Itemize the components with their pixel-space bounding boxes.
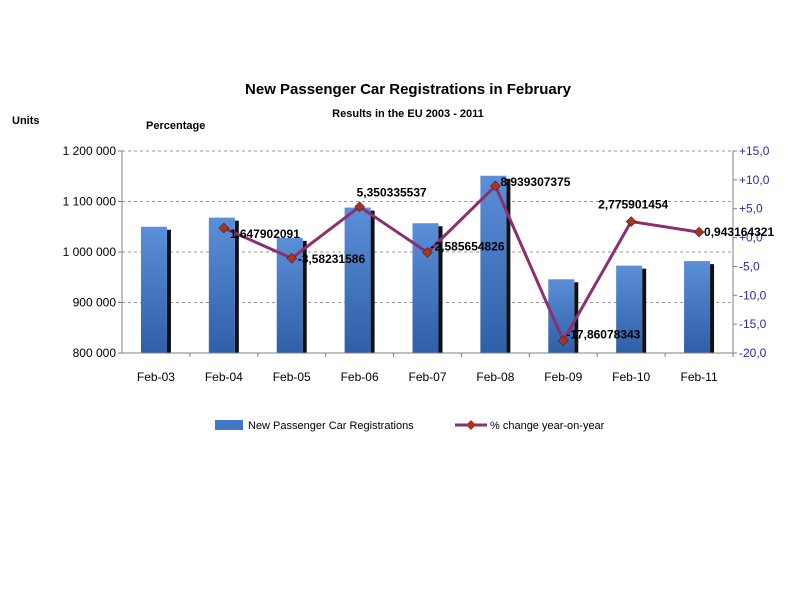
line-marker-Feb-11 bbox=[693, 226, 705, 238]
data-label-Feb-11: 0,943164321 bbox=[704, 225, 774, 239]
left-tick-label: 1 200 000 bbox=[63, 144, 117, 158]
line-marker-Feb-08 bbox=[490, 180, 501, 192]
x-tick-label: Feb-04 bbox=[205, 370, 243, 384]
bar-shadow bbox=[370, 210, 375, 353]
line-marker-Feb-09 bbox=[557, 335, 569, 346]
x-tick-label: Feb-11 bbox=[680, 370, 717, 384]
line-marker-Feb-06 bbox=[354, 201, 365, 212]
legend-bar-label: New Passenger Car Registrations bbox=[248, 420, 414, 432]
right-tick-label: +10,0 bbox=[739, 173, 770, 187]
x-axis-ticks: Feb-03 Feb-04 Feb-05 Feb-06 Feb-07 Feb-08 Feb-… bbox=[137, 353, 734, 384]
left-tick-label: 800 000 bbox=[73, 346, 117, 360]
left-axis-ticks: 800 000 900 000 1 000 000 1 100 000 1 200 00… bbox=[63, 144, 122, 360]
right-tick-label: -5,0 bbox=[739, 259, 760, 273]
right-tick-label: +0,0 bbox=[739, 231, 763, 245]
x-tick-label: Feb-05 bbox=[273, 370, 311, 384]
line-marker-Feb-10 bbox=[625, 216, 637, 227]
bar-shadow bbox=[166, 229, 171, 353]
data-label-Feb-05: -3,58231586 bbox=[298, 252, 366, 266]
left-tick-label: 900 000 bbox=[73, 296, 117, 310]
line-path bbox=[223, 184, 700, 343]
left-axis-unit: Units bbox=[12, 115, 40, 127]
data-label-Feb-09: -17,86078343 bbox=[566, 328, 640, 342]
bar-Feb-04 bbox=[208, 217, 235, 353]
left-tick-label: 1 100 000 bbox=[63, 195, 117, 209]
left-tick-label: 1 000 000 bbox=[63, 245, 117, 259]
bar-shadow bbox=[302, 240, 307, 353]
data-label-Feb-07: -2,585654826 bbox=[431, 239, 505, 253]
legend-bar-swatch bbox=[215, 420, 243, 430]
data-labels: 1,647902091 -3,58231586 5,350335537 -2,5856… bbox=[230, 175, 775, 342]
line-marker-Feb-05 bbox=[286, 252, 298, 264]
bar-Feb-08 bbox=[480, 175, 507, 353]
bar-shadow bbox=[234, 220, 239, 353]
x-tick-label: Feb-08 bbox=[476, 370, 514, 384]
chart-subtitle: Results in the EU 2003 - 2011 bbox=[332, 108, 484, 120]
legend-line-label: % change year-on-year bbox=[490, 420, 605, 432]
right-tick-label: +5,0 bbox=[739, 202, 763, 216]
bar-shadow bbox=[642, 268, 647, 353]
bar-Feb-11 bbox=[684, 261, 711, 353]
chart-title: New Passenger Car Registrations in Febru… bbox=[245, 81, 572, 98]
x-tick-label: Feb-09 bbox=[544, 370, 582, 384]
line-series bbox=[218, 180, 705, 346]
right-tick-label: +15,0 bbox=[739, 144, 770, 158]
bar-Feb-10 bbox=[616, 265, 643, 353]
bar-shadow bbox=[506, 178, 511, 353]
bar-shadow bbox=[438, 226, 443, 353]
data-label-Feb-06: 5,350335537 bbox=[357, 186, 427, 200]
right-tick-label: -20,0 bbox=[739, 346, 767, 360]
right-tick-label: -15,0 bbox=[739, 317, 767, 331]
data-label-Feb-08: 8,939307375 bbox=[500, 175, 570, 189]
right-axis-unit: Percentage bbox=[146, 120, 205, 132]
line-marker-Feb-04 bbox=[218, 222, 230, 234]
data-label-Feb-04: 1,647902091 bbox=[230, 227, 300, 241]
right-axis-ticks: -20,0 -15,0 -10,0 -5,0 +0,0 +5,0 +10,0 +15,0 bbox=[733, 144, 770, 360]
x-tick-label: Feb-03 bbox=[137, 370, 175, 384]
right-tick-label: -10,0 bbox=[739, 288, 767, 302]
bar-shadow bbox=[710, 264, 715, 353]
bar-Feb-06 bbox=[344, 207, 371, 353]
bar-Feb-03 bbox=[140, 226, 167, 353]
line-marker-Feb-07 bbox=[422, 247, 433, 258]
legend-line-marker bbox=[466, 420, 476, 430]
x-tick-label: Feb-10 bbox=[612, 370, 650, 384]
x-tick-label: Feb-07 bbox=[408, 370, 446, 384]
x-tick-label: Feb-06 bbox=[341, 370, 379, 384]
legend: New Passenger Car Registrations % change… bbox=[215, 420, 605, 432]
data-label-Feb-10: 2,775901454 bbox=[598, 198, 668, 212]
